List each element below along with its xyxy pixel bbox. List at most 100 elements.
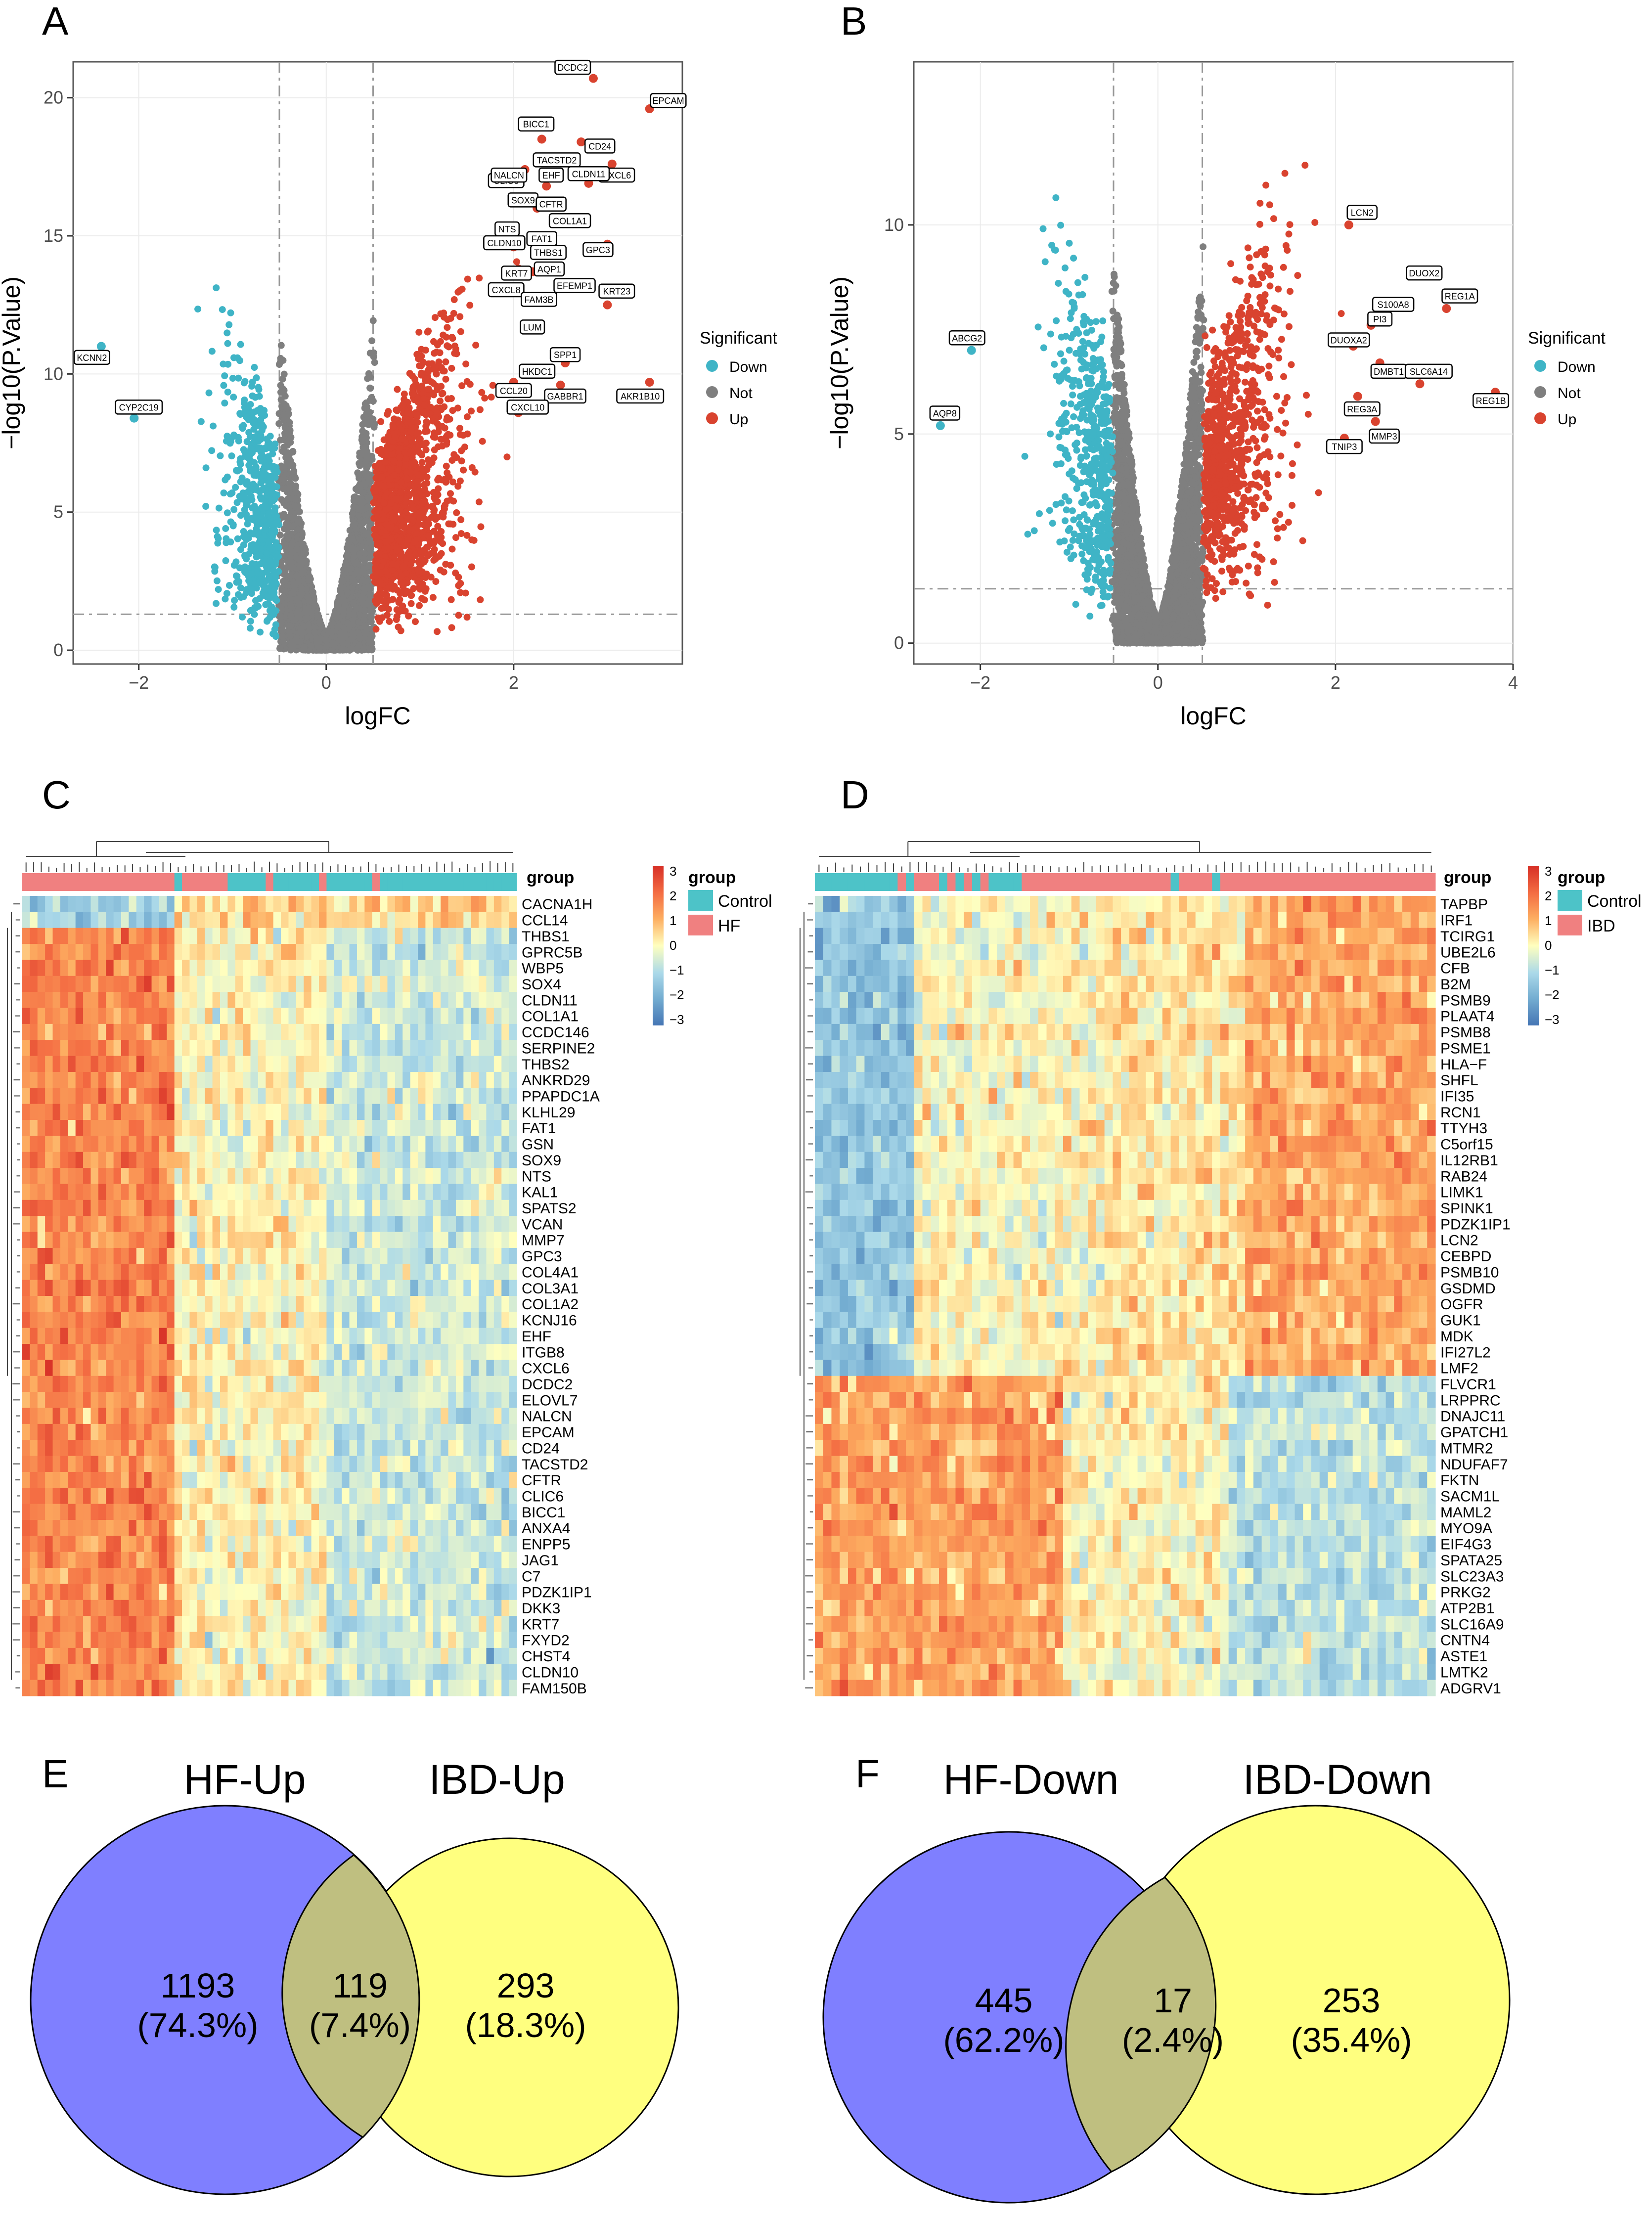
point-down xyxy=(213,527,220,534)
point-not xyxy=(294,607,302,614)
point-label: FAM3B xyxy=(521,292,558,307)
point-label: EFEMP1 xyxy=(553,278,596,293)
point-down xyxy=(221,372,228,380)
point-label: NTS xyxy=(494,221,520,237)
point-up xyxy=(396,460,403,467)
point-up xyxy=(407,469,414,476)
point-down xyxy=(272,468,279,475)
point-up xyxy=(402,461,409,469)
point-up xyxy=(427,574,435,581)
point-down xyxy=(240,446,247,453)
point-label-text: LUM xyxy=(523,322,542,332)
point-up xyxy=(432,516,439,523)
point-not xyxy=(279,356,287,364)
point-up xyxy=(433,383,441,390)
point-label-text: EHF xyxy=(542,171,560,180)
point-label: AKR1B10 xyxy=(616,388,665,404)
point-up xyxy=(463,614,471,621)
point-not xyxy=(280,577,287,585)
point-up xyxy=(433,370,440,378)
point-not xyxy=(290,643,297,651)
point-down xyxy=(261,526,268,533)
point-not xyxy=(340,610,348,617)
point-down xyxy=(272,519,279,527)
point-down xyxy=(266,457,273,465)
point-down xyxy=(253,561,260,568)
point-down xyxy=(243,589,250,596)
point-not xyxy=(363,403,371,410)
point-up xyxy=(438,476,446,484)
point-up xyxy=(440,510,447,517)
point-down xyxy=(252,517,260,525)
panel-letter-c: C xyxy=(42,773,71,817)
point-up xyxy=(419,408,427,415)
point-up xyxy=(382,538,389,546)
point-up xyxy=(457,589,464,596)
point-label-text: CLDN11 xyxy=(572,169,606,179)
point-up xyxy=(391,415,398,423)
point-not xyxy=(355,472,362,479)
point-up xyxy=(458,382,466,390)
point-up xyxy=(383,591,391,599)
point-up xyxy=(384,433,392,440)
point-down xyxy=(222,557,229,565)
point-up xyxy=(370,499,377,506)
point-up xyxy=(450,451,458,458)
point-up xyxy=(422,347,429,354)
point-label-text: CYP2C19 xyxy=(119,402,159,412)
point-up xyxy=(440,310,447,317)
point-up xyxy=(388,524,395,532)
point-up xyxy=(389,423,397,431)
point-not xyxy=(300,646,307,653)
point-up xyxy=(404,516,412,523)
point-down xyxy=(271,511,279,518)
y-tick-label: 15 xyxy=(44,225,63,246)
point-up xyxy=(405,612,412,620)
point-up xyxy=(422,440,430,447)
point-up xyxy=(420,558,428,566)
point-down xyxy=(202,503,210,510)
point-up xyxy=(468,407,475,415)
point-label-text: KRT23 xyxy=(603,287,630,297)
point-down xyxy=(243,555,250,563)
point-down xyxy=(249,378,256,386)
point-not xyxy=(359,577,367,584)
point-up xyxy=(393,406,400,414)
labeled-point xyxy=(645,378,654,387)
point-not xyxy=(344,589,351,596)
point-not xyxy=(305,577,312,584)
point-label-text: AKR1B10 xyxy=(621,392,660,401)
point-not xyxy=(369,398,377,405)
point-not xyxy=(358,436,365,444)
point-not xyxy=(276,532,284,539)
point-not xyxy=(279,476,287,483)
point-up xyxy=(415,471,422,479)
point-up xyxy=(417,547,425,555)
point-label-text: COL1A1 xyxy=(553,216,587,226)
point-up xyxy=(380,499,388,507)
point-not xyxy=(361,585,368,592)
point-not xyxy=(368,456,376,463)
point-up xyxy=(428,550,435,557)
point-up xyxy=(430,488,437,496)
point-up xyxy=(394,386,401,393)
point-not xyxy=(337,589,345,597)
point-up xyxy=(396,596,403,603)
point-down xyxy=(236,357,244,364)
point-not xyxy=(284,557,291,565)
point-down xyxy=(230,506,238,513)
point-up xyxy=(378,464,386,472)
point-not xyxy=(279,633,286,641)
point-up xyxy=(443,333,450,341)
point-up xyxy=(408,372,416,380)
point-up xyxy=(455,582,462,589)
point-up xyxy=(391,554,398,561)
point-down xyxy=(235,374,242,382)
point-down xyxy=(240,399,248,407)
point-up xyxy=(387,500,395,507)
point-down xyxy=(229,522,237,530)
point-up xyxy=(393,547,401,554)
point-up xyxy=(414,477,421,485)
y-tick-label: 20 xyxy=(44,88,63,108)
